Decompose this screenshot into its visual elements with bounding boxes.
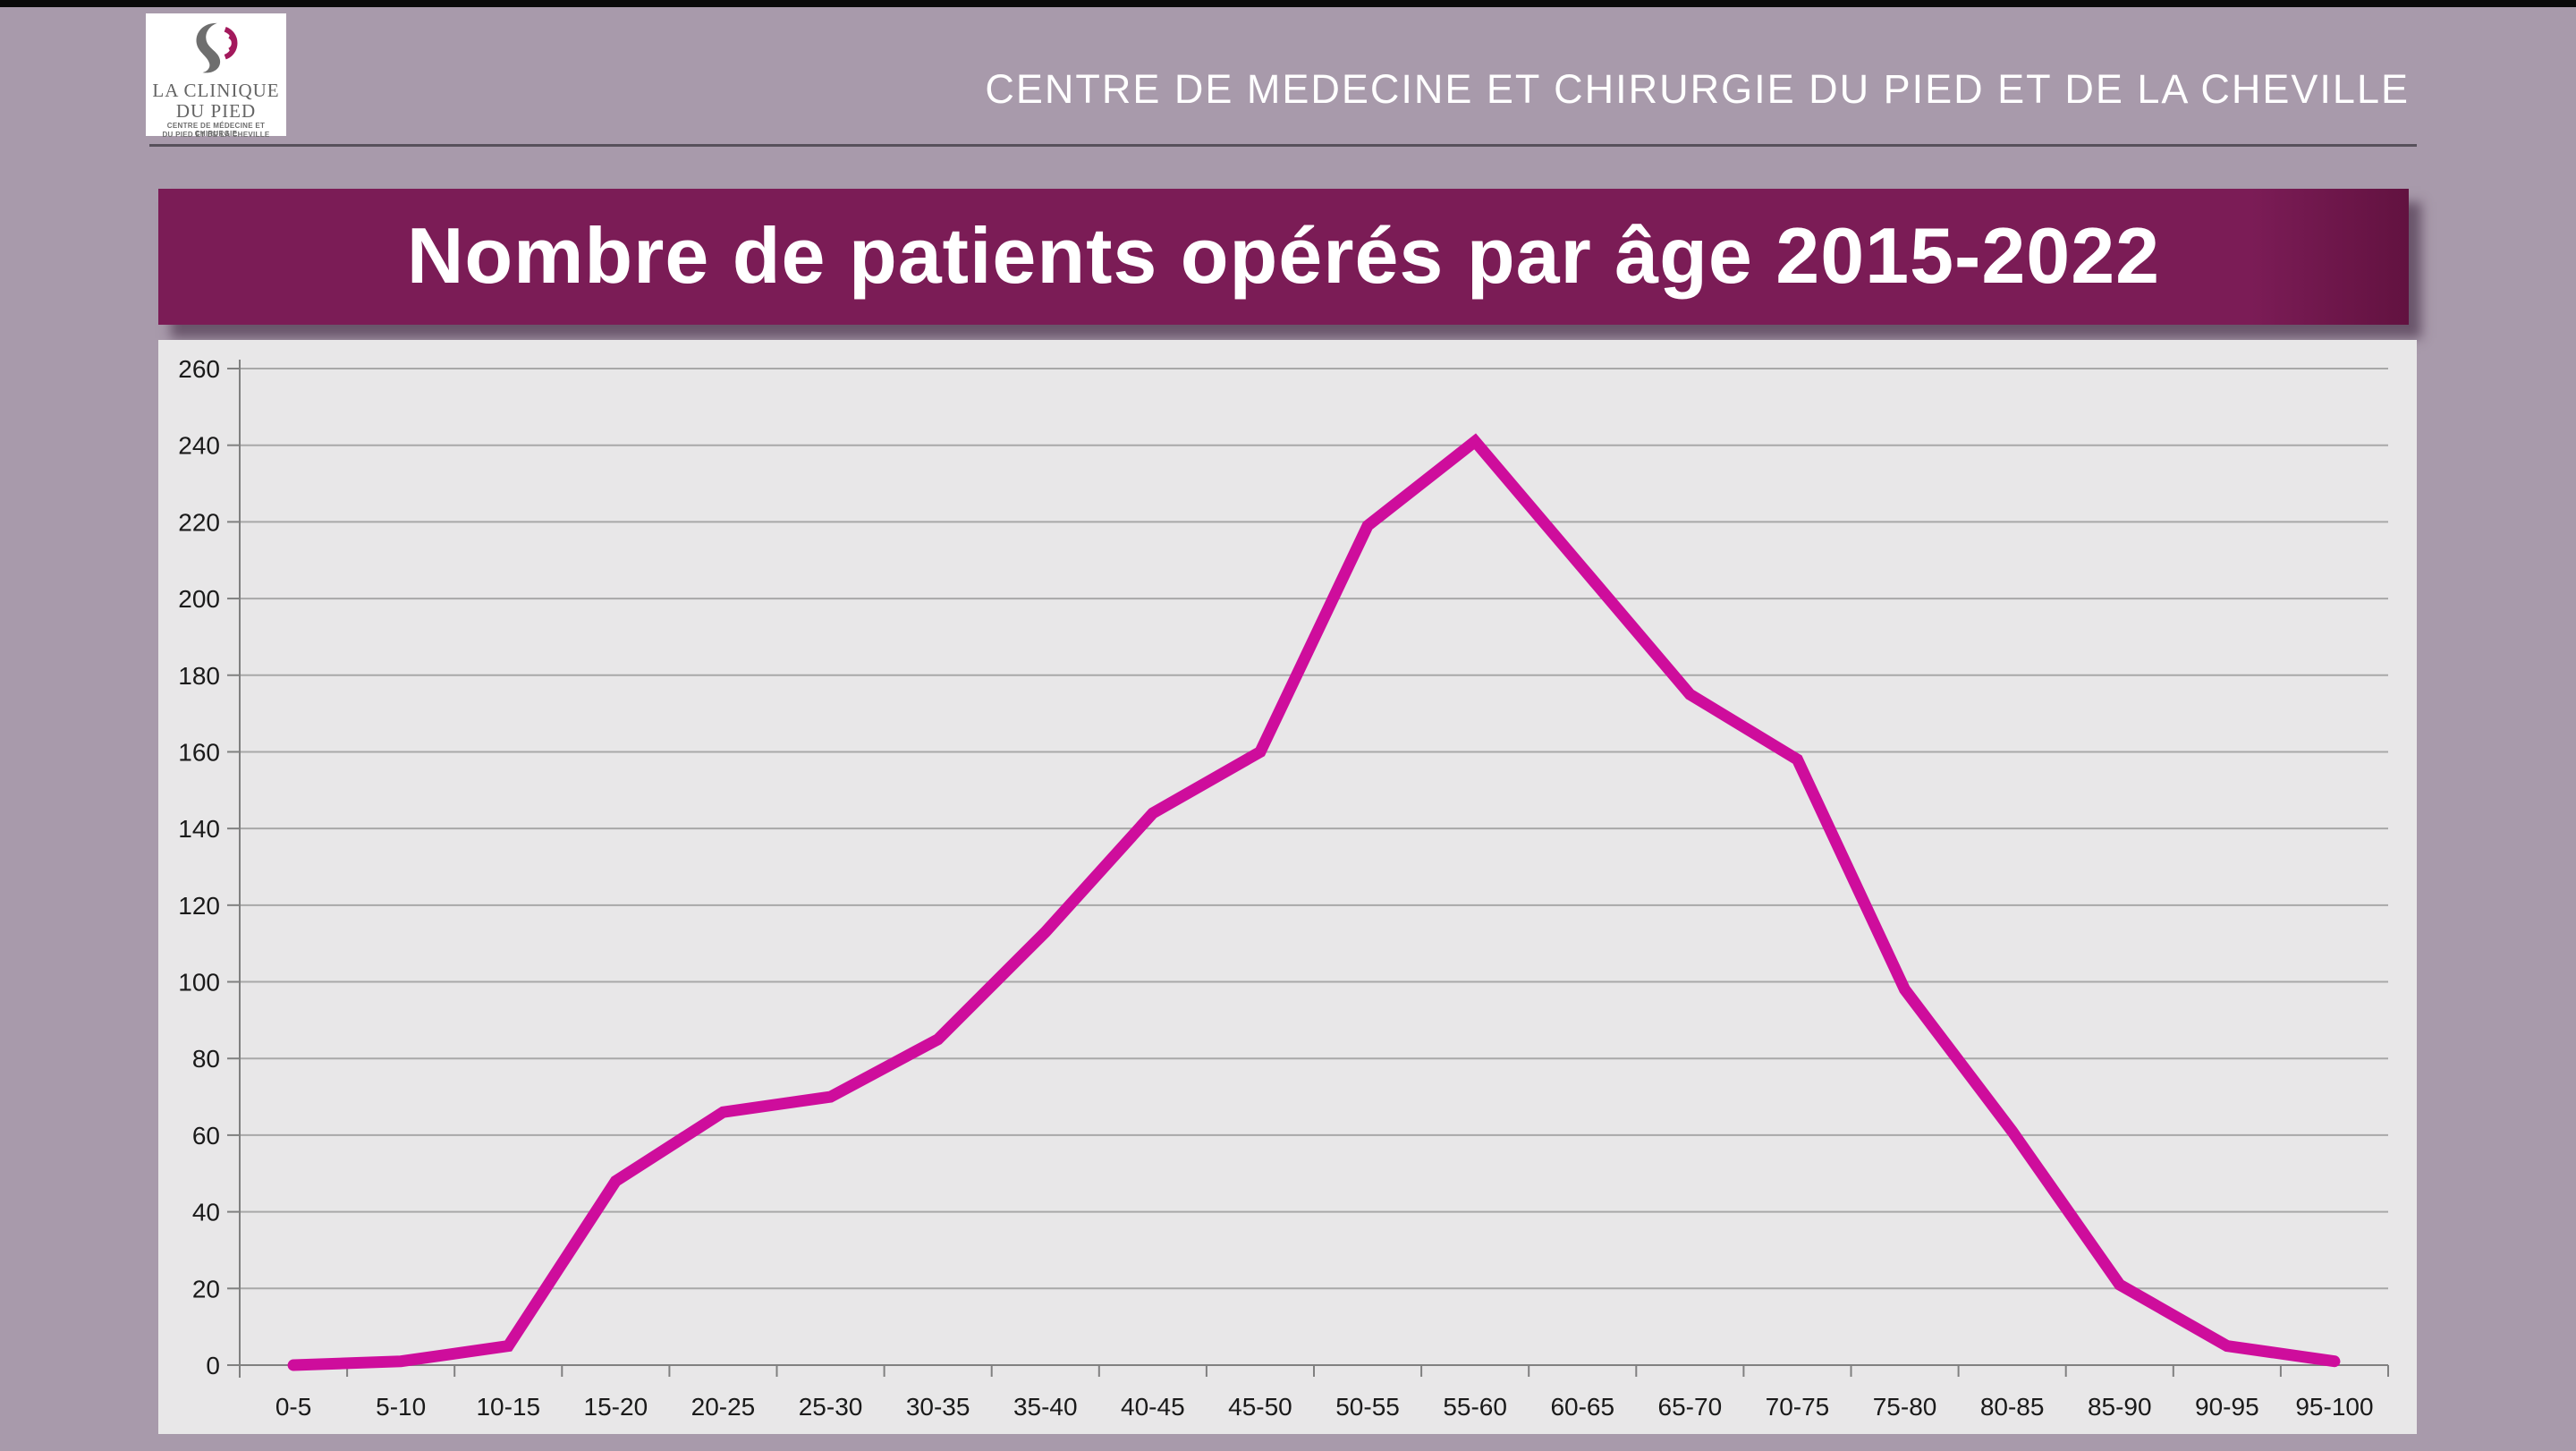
svg-text:80: 80 xyxy=(192,1045,220,1073)
svg-text:20-25: 20-25 xyxy=(691,1393,756,1421)
y-gridlines xyxy=(240,368,2388,1366)
clinic-logo-icon xyxy=(146,21,286,76)
svg-text:80-85: 80-85 xyxy=(1980,1393,2045,1421)
slide-title-banner: Nombre de patients opérés par âge 2015-2… xyxy=(158,189,2409,325)
y-axis-labels: 0 20 40 60 80 100 120 140 160 180 200 220 240 260 xyxy=(178,355,220,1379)
svg-text:240: 240 xyxy=(178,432,220,460)
foot-crescent-icon xyxy=(196,22,237,73)
svg-text:60-65: 60-65 xyxy=(1550,1393,1614,1421)
svg-text:0-5: 0-5 xyxy=(275,1393,311,1421)
svg-text:40: 40 xyxy=(192,1199,220,1226)
svg-text:0: 0 xyxy=(206,1352,220,1379)
logo-subtitle-line2: DU PIED ET DE LA CHEVILLE xyxy=(162,131,270,139)
axis-ticks xyxy=(227,360,2389,1378)
svg-text:65-70: 65-70 xyxy=(1658,1393,1723,1421)
svg-text:160: 160 xyxy=(178,738,220,766)
svg-text:95-100: 95-100 xyxy=(2295,1393,2373,1421)
svg-text:10-15: 10-15 xyxy=(476,1393,540,1421)
top-black-strip xyxy=(0,0,2576,7)
svg-text:100: 100 xyxy=(178,969,220,997)
svg-text:260: 260 xyxy=(178,355,220,383)
data-line-series xyxy=(287,433,2341,1371)
svg-text:60: 60 xyxy=(192,1122,220,1150)
svg-text:30-35: 30-35 xyxy=(906,1393,970,1421)
logo-subtitle-line1: CENTRE DE MÉDECINE ET CHIRURGIE xyxy=(166,122,266,138)
svg-text:200: 200 xyxy=(178,585,220,613)
svg-text:120: 120 xyxy=(178,892,220,920)
svg-text:50-55: 50-55 xyxy=(1335,1393,1400,1421)
clinic-logo: LA CLINIQUE DU PIED CENTRE DE MÉDECINE E… xyxy=(146,13,286,139)
line-chart-svg: 0 20 40 60 80 100 120 140 160 180 200 220 240 260 0-5 5… xyxy=(178,355,2389,1421)
svg-text:70-75: 70-75 xyxy=(1766,1393,1830,1421)
svg-text:75-80: 75-80 xyxy=(1873,1393,1937,1421)
svg-text:15-20: 15-20 xyxy=(584,1393,648,1421)
svg-text:40-45: 40-45 xyxy=(1121,1393,1185,1421)
svg-text:45-50: 45-50 xyxy=(1228,1393,1292,1421)
svg-text:5-10: 5-10 xyxy=(376,1393,426,1421)
logo-name-line2: DU PIED xyxy=(175,100,257,122)
header-divider xyxy=(149,144,2417,147)
slide-title: Nombre de patients opérés par âge 2015-2… xyxy=(406,211,2161,300)
svg-text:220: 220 xyxy=(178,508,220,536)
svg-text:85-90: 85-90 xyxy=(2088,1393,2152,1421)
header-title: CENTRE DE MEDECINE ET CHIRURGIE DU PIED … xyxy=(985,66,2410,112)
chart-container: 0 20 40 60 80 100 120 140 160 180 200 220 240 260 0-5 5… xyxy=(158,340,2417,1434)
svg-text:140: 140 xyxy=(178,815,220,843)
logo-name-line1: LA CLINIQUE xyxy=(152,80,280,101)
x-axis-labels: 0-5 5-10 10-15 15-20 20-25 25-30 30-35 35-40 40-… xyxy=(275,1393,2374,1421)
svg-text:55-60: 55-60 xyxy=(1443,1393,1507,1421)
svg-text:20: 20 xyxy=(192,1275,220,1303)
svg-text:25-30: 25-30 xyxy=(799,1393,863,1421)
svg-text:35-40: 35-40 xyxy=(1013,1393,1078,1421)
svg-text:90-95: 90-95 xyxy=(2195,1393,2259,1421)
svg-text:180: 180 xyxy=(178,662,220,690)
